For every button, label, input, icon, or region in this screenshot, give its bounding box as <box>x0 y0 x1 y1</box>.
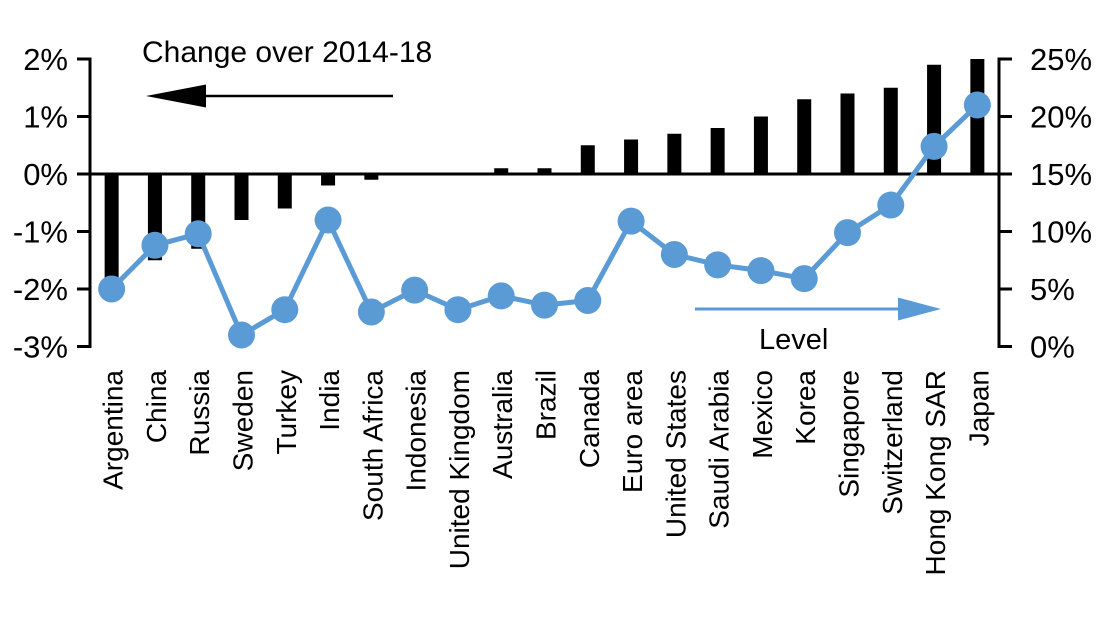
bar-india <box>321 174 336 186</box>
category-label-saudi-arabia: Saudi Arabia <box>704 370 735 529</box>
bar-euro-area <box>624 139 639 174</box>
bar-argentina <box>104 174 119 278</box>
change-arrow-head <box>146 84 206 108</box>
right-axis-tick-label: 0% <box>1030 330 1075 365</box>
line-marker-south-africa <box>357 298 385 326</box>
line-marker-euro-area <box>617 207 645 235</box>
bar-mexico <box>753 116 768 174</box>
line-marker-united-kingdom <box>444 296 472 324</box>
category-label-hong-kong-sar: Hong Kong SAR <box>920 370 951 575</box>
line-marker-australia <box>487 282 515 310</box>
category-label-south-africa: South Africa <box>357 370 388 521</box>
category-label-china: China <box>141 370 172 444</box>
right-axis-tick-label: 25% <box>1030 42 1092 77</box>
bar-korea <box>797 99 812 174</box>
left-axis-tick-label: 2% <box>23 42 68 77</box>
line-marker-indonesia <box>401 276 429 304</box>
bar-turkey <box>277 174 292 209</box>
bar-series-annotation-label: Change over 2014-18 <box>142 36 433 69</box>
category-label-russia: Russia <box>184 370 215 456</box>
category-label-united-kingdom: United Kingdom <box>444 370 475 569</box>
category-label-singapore: Singapore <box>834 370 865 498</box>
category-label-mexico: Mexico <box>747 370 778 459</box>
category-label-brazil: Brazil <box>531 370 562 440</box>
category-label-japan: Japan <box>963 370 994 446</box>
right-axis-tick-label: 5% <box>1030 272 1075 307</box>
bar-united-states <box>667 133 682 174</box>
left-axis-tick-label: -3% <box>13 330 68 365</box>
line-marker-united-states <box>660 241 688 268</box>
left-axis-tick-label: -1% <box>13 215 68 250</box>
right-axis-tick-label: 10% <box>1030 215 1092 250</box>
category-label-india: India <box>314 370 345 431</box>
category-label-indonesia: Indonesia <box>401 370 432 492</box>
line-marker-saudi-arabia <box>704 251 732 279</box>
line-marker-korea <box>790 265 818 293</box>
category-label-euro-area: Euro area <box>617 370 648 493</box>
category-label-canada: Canada <box>574 370 605 469</box>
bar-saudi-arabia <box>710 128 725 174</box>
category-label-argentina: Argentina <box>98 370 129 490</box>
line-marker-india <box>314 206 342 234</box>
left-axis-tick-label: -2% <box>13 272 68 307</box>
bar-canada <box>580 145 595 174</box>
category-label-sweden: Sweden <box>228 370 259 471</box>
line-marker-canada <box>574 287 602 314</box>
line-marker-mexico <box>747 257 775 285</box>
line-marker-sweden <box>228 321 255 349</box>
category-label-turkey: Turkey <box>271 370 302 455</box>
line-marker-turkey <box>271 296 299 324</box>
line-marker-switzerland <box>877 191 905 219</box>
category-label-korea: Korea <box>790 370 821 445</box>
bar-australia <box>494 168 509 174</box>
left-axis-tick-label: 1% <box>23 100 68 135</box>
line-marker-china <box>141 231 169 259</box>
left-axis-tick-label: 0% <box>23 157 68 192</box>
line-marker-hong-kong-sar <box>920 132 948 160</box>
line-marker-singapore <box>834 219 861 247</box>
line-marker-argentina <box>98 275 126 303</box>
bar-switzerland <box>883 87 898 174</box>
line-series-annotation-label: Level <box>759 324 829 356</box>
bar-singapore <box>840 93 855 174</box>
category-label-australia: Australia <box>487 370 518 479</box>
bar-south-africa <box>364 174 379 180</box>
bar-sweden <box>234 174 249 220</box>
right-axis-tick-label: 15% <box>1030 157 1092 192</box>
right-axis-tick-label: 20% <box>1030 100 1092 135</box>
bar-brazil <box>537 168 552 174</box>
line-marker-brazil <box>531 291 558 319</box>
level-arrow-head <box>898 297 941 321</box>
category-label-switzerland: Switzerland <box>877 370 908 515</box>
line-marker-japan <box>963 91 991 119</box>
line-marker-russia <box>184 220 212 248</box>
category-label-united-states: United States <box>660 370 691 538</box>
